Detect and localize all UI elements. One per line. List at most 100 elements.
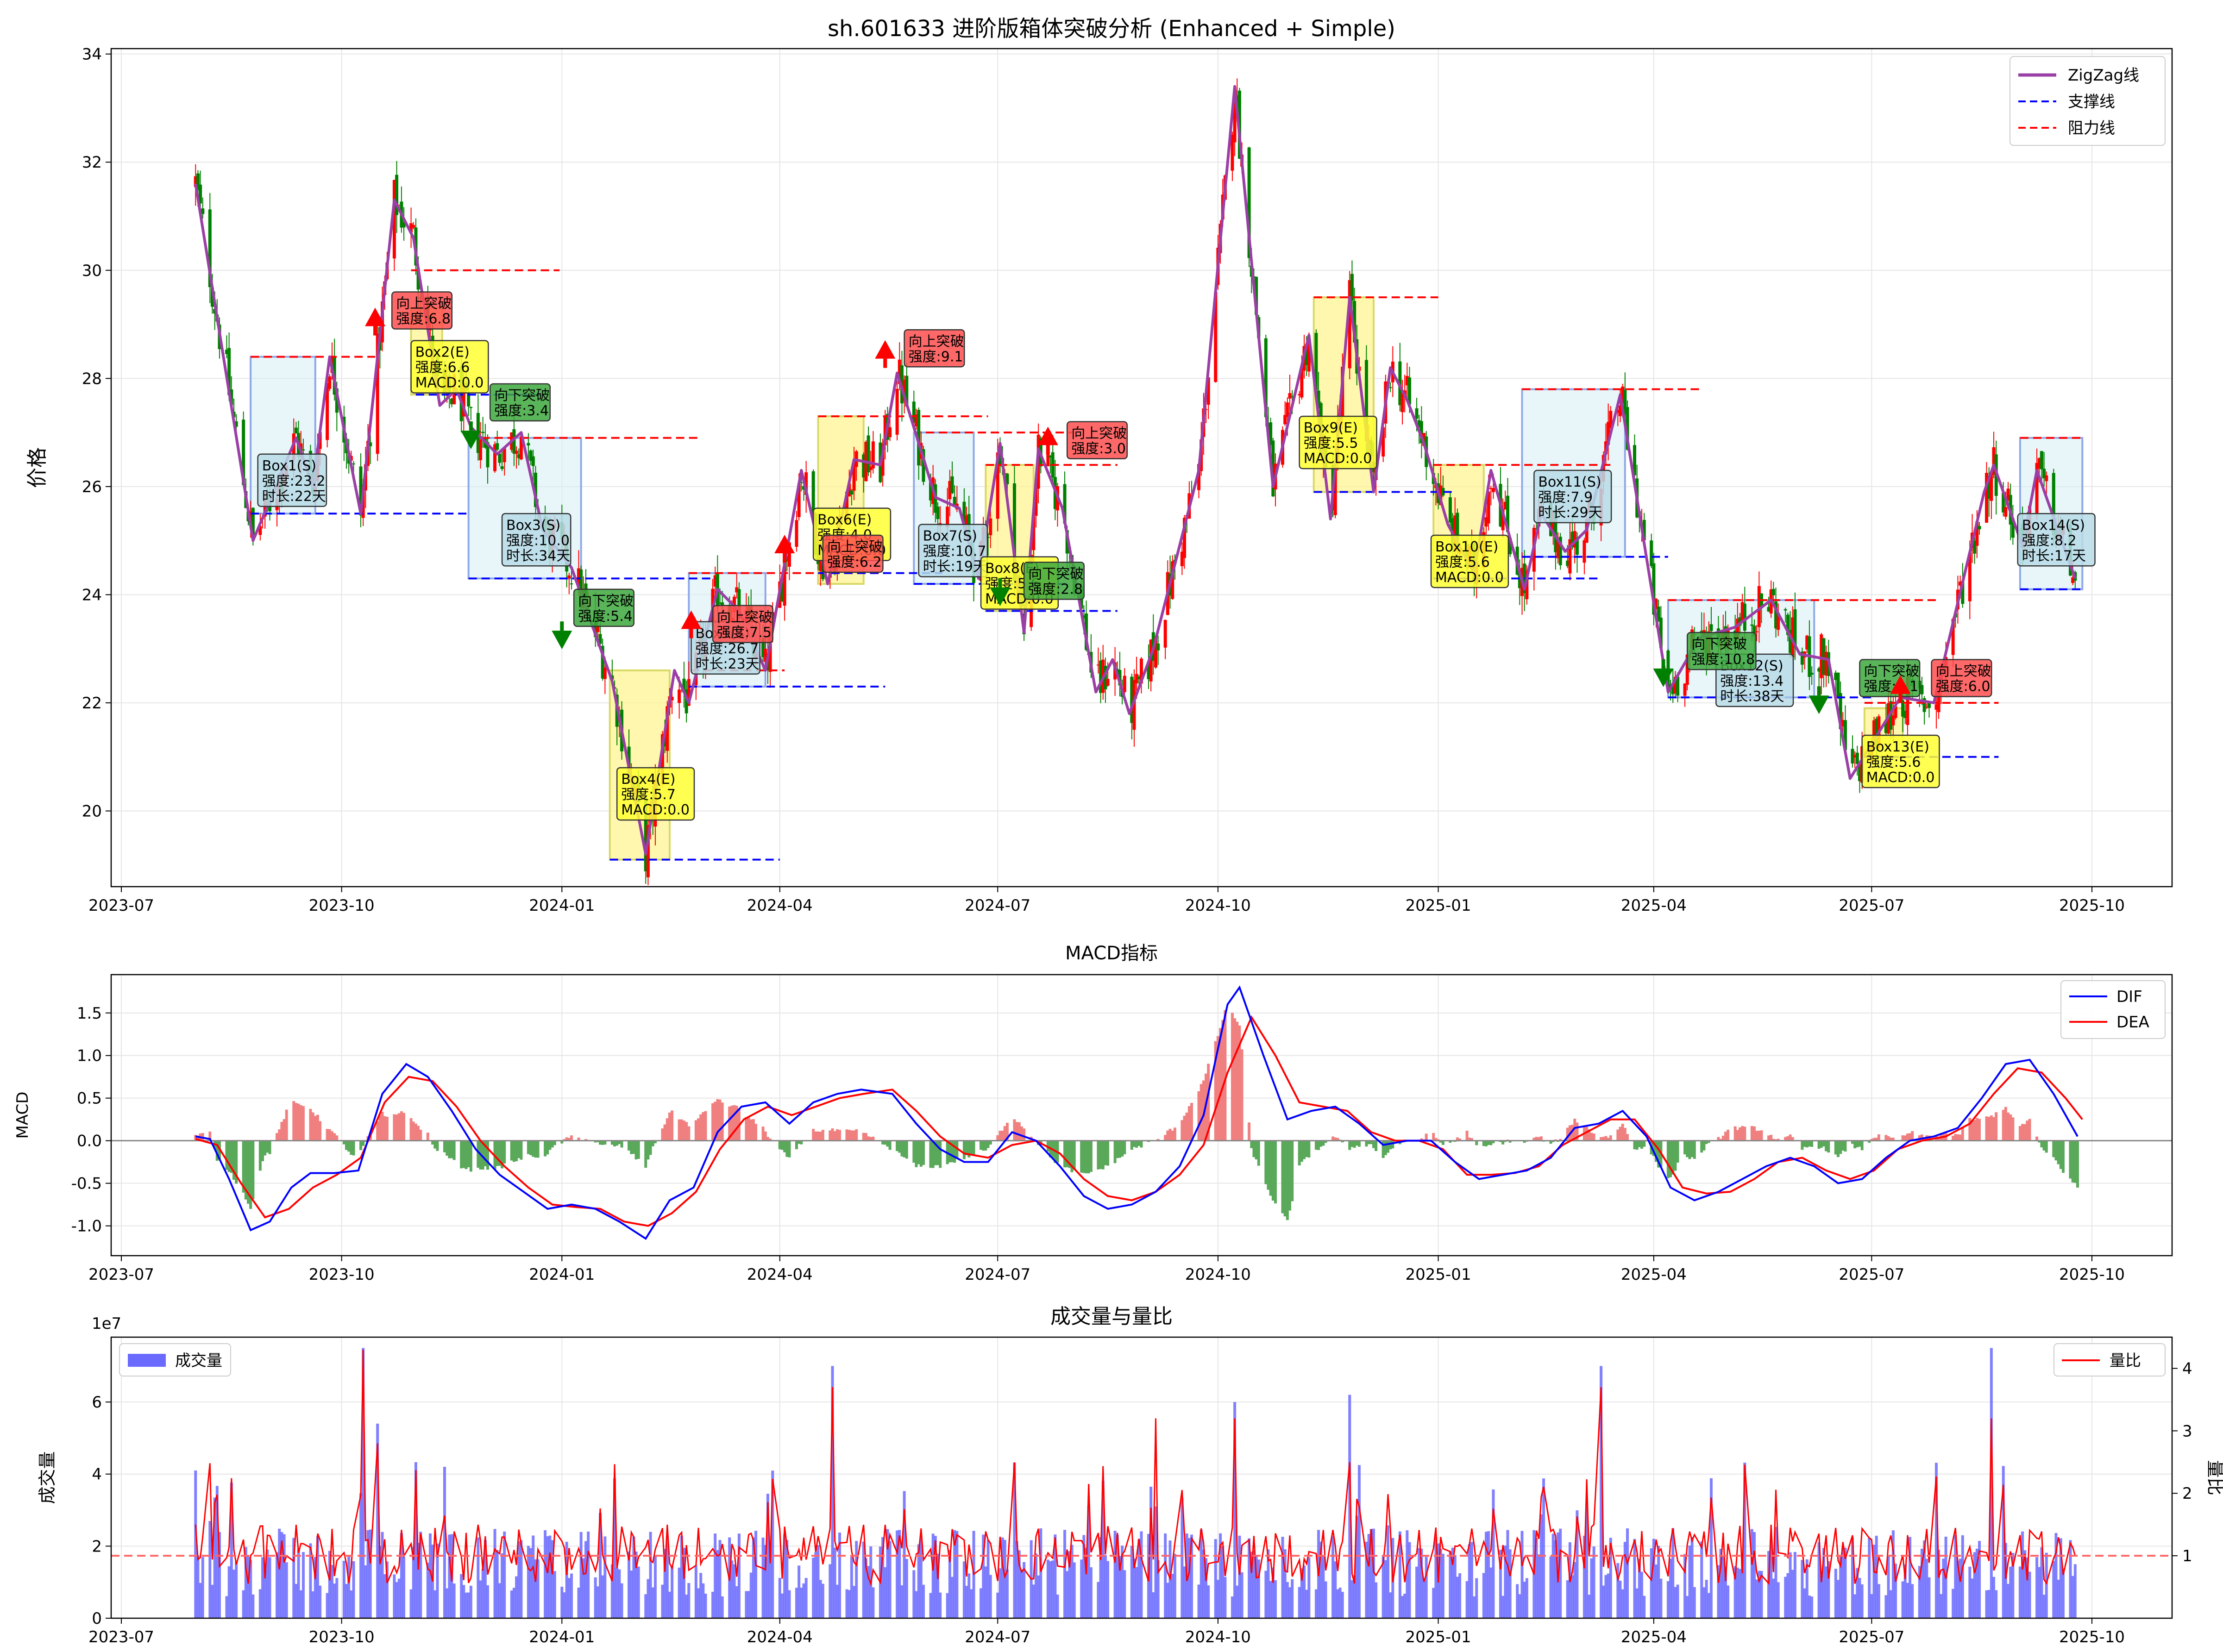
- volume-bar: [1973, 1552, 1976, 1618]
- candle-body: [1858, 762, 1861, 782]
- macd-hist-bar: [838, 1130, 841, 1141]
- candle-body: [1163, 620, 1167, 648]
- volume-bar: [1257, 1559, 1260, 1618]
- volume-bar: [1422, 1580, 1425, 1618]
- breakout-label-text: 强度:6.2: [827, 554, 882, 570]
- candle-body: [1350, 274, 1354, 301]
- volume-bar: [2054, 1533, 2058, 1618]
- macd-hist-bar: [1539, 1136, 1543, 1141]
- macd-hist-bar: [1906, 1133, 1909, 1141]
- volume-bar: [1911, 1584, 1914, 1618]
- volume-bar: [1623, 1542, 1626, 1618]
- candle-body: [2004, 507, 2008, 517]
- volume-bar: [532, 1535, 535, 1618]
- macd-hist-bar: [395, 1114, 398, 1141]
- macd-hist-bar: [733, 1105, 736, 1141]
- macd-hist-bar: [788, 1140, 791, 1158]
- candle-body: [1364, 360, 1368, 441]
- box-label: Box3(S)强度:10.0时长:34天: [501, 513, 571, 567]
- candle-body: [811, 471, 815, 520]
- macd-hist-bar: [1801, 1140, 1804, 1150]
- macd-hist-bar: [225, 1140, 228, 1170]
- volume-bar: [1707, 1593, 1710, 1618]
- macd-hist-bar: [1590, 1133, 1593, 1141]
- volume-bar: [1604, 1575, 1608, 1618]
- volume-bar: [477, 1537, 480, 1618]
- candle-body: [1149, 639, 1153, 682]
- candle-body: [1853, 755, 1857, 757]
- volume-bar: [599, 1513, 602, 1618]
- macd-hist-bar: [754, 1124, 758, 1141]
- macd-hist-bar: [1975, 1118, 1978, 1141]
- volume-bar: [1470, 1542, 1473, 1618]
- volume-bar: [268, 1557, 271, 1618]
- volume-bar: [711, 1591, 715, 1618]
- candle-body: [570, 583, 573, 585]
- volume-bar: [2028, 1571, 2031, 1618]
- volume-bar: [769, 1545, 772, 1618]
- macd-hist-bar: [1954, 1134, 1957, 1141]
- volume-bar: [1324, 1581, 1327, 1618]
- macd-hist-bar: [1717, 1137, 1720, 1141]
- volume-bar: [249, 1560, 252, 1618]
- macd-hist-bar: [536, 1140, 540, 1158]
- volume-bar: [785, 1540, 789, 1618]
- macd-hist-bar: [1250, 1140, 1253, 1148]
- macd-hist-bar: [1688, 1140, 1691, 1159]
- volume-bar: [1506, 1530, 1509, 1618]
- macd-hist-bar: [1741, 1126, 1744, 1141]
- volume-bar: [1267, 1549, 1270, 1618]
- volume-bar: [1810, 1596, 1814, 1618]
- volume-bar: [378, 1546, 382, 1618]
- volume-bar: [1523, 1582, 1526, 1618]
- volume-bar: [1056, 1594, 1059, 1618]
- macd-hist-bar: [989, 1140, 992, 1145]
- macd-hist-bar: [1305, 1140, 1308, 1158]
- volume-bar: [342, 1561, 345, 1618]
- macd-hist-bar: [1968, 1118, 1972, 1141]
- macd-hist-bar: [1760, 1130, 1763, 1141]
- macd-hist-bar: [615, 1140, 619, 1146]
- macd-hist-bar: [783, 1140, 786, 1152]
- candle-body: [687, 679, 691, 706]
- volume-bar: [1331, 1536, 1335, 1618]
- box-label-text: 强度:13.4: [1720, 673, 1783, 689]
- macd-hist-bar: [534, 1140, 537, 1158]
- volume-bar: [213, 1497, 216, 1618]
- volume-bar: [951, 1577, 954, 1618]
- macd-hist-bar: [1626, 1134, 1629, 1141]
- volume-bar: [280, 1532, 283, 1618]
- macd-hist-bar: [1671, 1140, 1675, 1175]
- macd-plot-area: [111, 975, 2172, 1256]
- volume-bar: [565, 1541, 568, 1618]
- macd-hist-bar: [862, 1133, 865, 1141]
- volume-bar: [1508, 1549, 1512, 1618]
- candle-body: [946, 507, 949, 527]
- candle-body: [898, 359, 901, 384]
- candle-body: [1525, 570, 1529, 600]
- candle-body: [450, 399, 453, 405]
- x-tick-label: 2025-01: [1406, 1265, 1471, 1284]
- volume-bar: [804, 1577, 808, 1618]
- macd-hist-bar: [1187, 1106, 1191, 1141]
- volume-bar: [962, 1561, 966, 1618]
- macd-hist-bar: [1901, 1135, 1904, 1141]
- volume-bar: [1937, 1550, 1940, 1618]
- candle-body: [225, 350, 228, 354]
- candle-body: [1005, 473, 1009, 484]
- macd-hist-bar: [1307, 1140, 1311, 1158]
- macd-hist-bar: [448, 1140, 451, 1158]
- volume-bar: [1590, 1558, 1593, 1618]
- candle-body: [1135, 674, 1138, 683]
- candle-body: [802, 486, 805, 490]
- volume-bar: [319, 1585, 322, 1618]
- macd-hist-bar: [1073, 1140, 1076, 1170]
- volume-bar: [1080, 1559, 1083, 1618]
- volume-bar: [309, 1543, 312, 1618]
- volume-bar: [299, 1590, 302, 1618]
- candle-body: [1985, 473, 1989, 523]
- box-label-bg: [1861, 734, 1940, 788]
- volume-bar: [1592, 1546, 1595, 1618]
- macd-hist-bar: [383, 1116, 386, 1141]
